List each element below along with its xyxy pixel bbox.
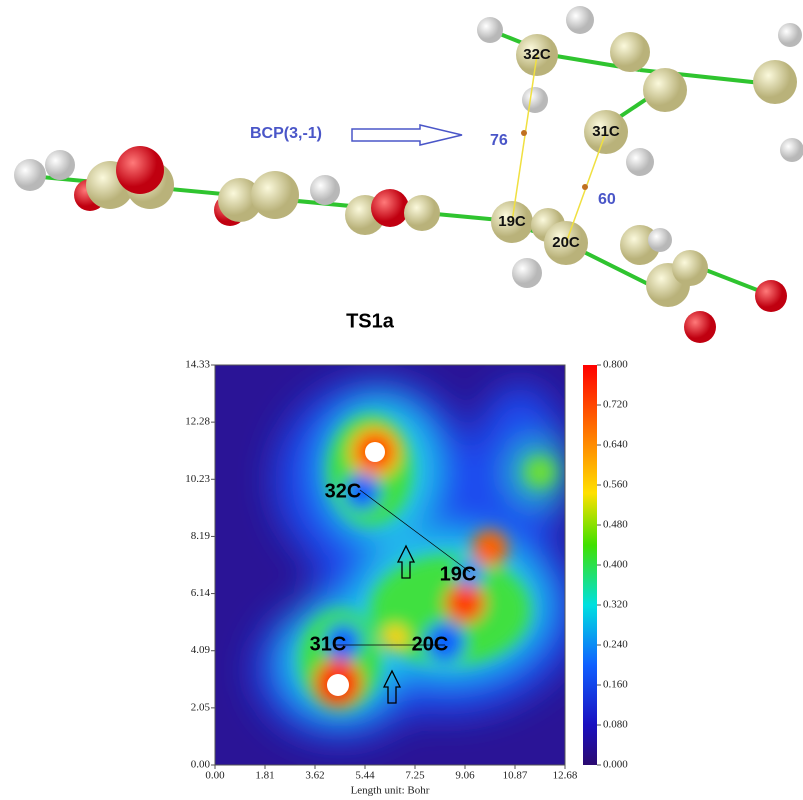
density-map [215, 365, 565, 765]
y-tick-label: 2.05 [191, 701, 211, 713]
colorbar-tick-label: 0.400 [603, 559, 628, 571]
atoms [14, 6, 803, 343]
atom-label: 32C [523, 46, 551, 63]
colorbar-tick-label: 0.560 [603, 479, 628, 491]
y-tick-label: 4.09 [191, 644, 211, 656]
bcp-label: BCP(3,-1) [250, 125, 322, 142]
colorbar-tick-label: 0.800 [603, 359, 628, 371]
x-tick-label: 5.44 [355, 770, 375, 782]
x-tick-label: 10.87 [503, 770, 528, 782]
colorbar-tick-label: 0.480 [603, 519, 628, 531]
y-tick-label: 12.28 [185, 416, 210, 428]
colorbar-tick-label: 0.640 [603, 439, 628, 451]
atom-label: 32C [325, 480, 362, 502]
x-tick-label: 3.62 [305, 770, 324, 782]
atom-label: 19C [498, 213, 526, 230]
atom-label: 20C [552, 234, 580, 251]
colorbar-tick-label: 0.000 [603, 759, 628, 771]
atom-label: 31C [310, 633, 347, 655]
distance-label: 76 [490, 132, 508, 149]
y-tick-label: 0.00 [191, 759, 211, 771]
colorbar-tick-label: 0.240 [603, 639, 628, 651]
x-tick-label: 12.68 [553, 770, 578, 782]
colorbar-tick-label: 0.720 [603, 399, 628, 411]
y-tick-label: 14.33 [185, 359, 210, 371]
y-tick-label: 8.19 [191, 530, 211, 542]
atom-label: 31C [592, 123, 620, 140]
x-tick-label: 1.81 [255, 770, 274, 782]
x-axis-label: Length unit: Bohr [351, 785, 430, 797]
atom-label: 19C [440, 563, 477, 585]
y-tick-label: 10.23 [185, 473, 210, 485]
x-tick-label: 9.06 [455, 770, 475, 782]
structure-title: TS1a [346, 310, 395, 332]
x-tick-label: 7.25 [405, 770, 425, 782]
colorbar [583, 365, 597, 765]
distance-label: 60 [598, 191, 616, 208]
x-tick-label: 0.00 [205, 770, 225, 782]
colorbar-tick-label: 0.080 [603, 719, 628, 731]
plot-frame [214, 364, 566, 766]
y-tick-label: 6.14 [191, 587, 211, 599]
colorbar-tick-label: 0.320 [603, 599, 628, 611]
atom-label: 20C [412, 633, 449, 655]
colorbar-tick-label: 0.160 [603, 679, 628, 691]
